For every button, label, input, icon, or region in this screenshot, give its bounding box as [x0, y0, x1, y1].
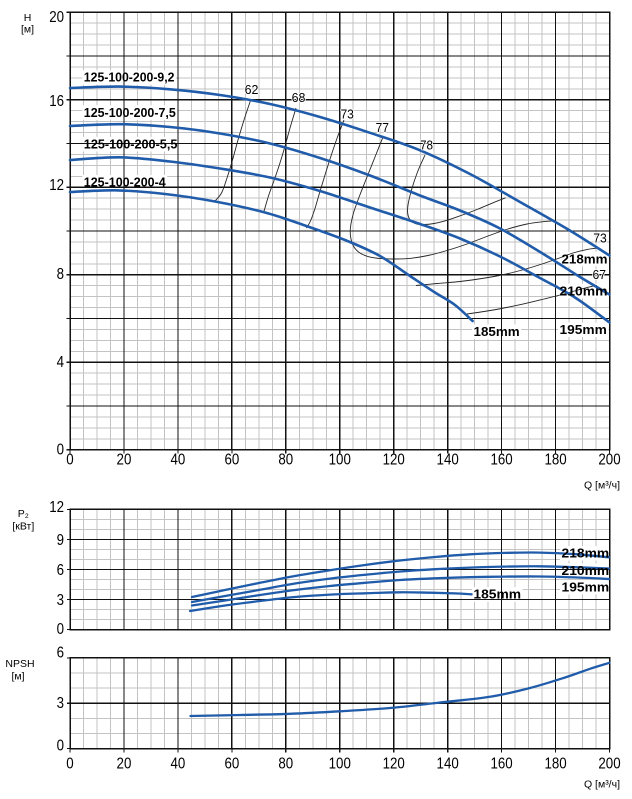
svg-text:125-100-200-7,5: 125-100-200-7,5 — [84, 105, 176, 120]
svg-text:20: 20 — [49, 9, 64, 26]
svg-text:180: 180 — [544, 756, 566, 773]
svg-text:180: 180 — [544, 451, 566, 468]
svg-text:200: 200 — [598, 756, 620, 773]
svg-text:200: 200 — [598, 451, 620, 468]
svg-text:210mm: 210mm — [560, 283, 608, 298]
svg-text:12: 12 — [49, 177, 64, 194]
svg-text:20: 20 — [117, 756, 132, 773]
svg-text:40: 40 — [171, 756, 186, 773]
svg-text:125-100-200-4: 125-100-200-4 — [84, 175, 167, 190]
svg-text:67: 67 — [593, 267, 607, 282]
svg-text:4: 4 — [57, 354, 64, 371]
svg-text:125-100-200-9,2: 125-100-200-9,2 — [84, 70, 175, 85]
svg-text:210mm: 210mm — [562, 563, 610, 578]
svg-text:P₂: P₂ — [18, 508, 29, 520]
svg-text:80: 80 — [278, 451, 293, 468]
svg-text:0: 0 — [66, 451, 73, 468]
svg-text:120: 120 — [383, 451, 405, 468]
svg-text:78: 78 — [420, 138, 433, 153]
svg-text:100: 100 — [329, 451, 351, 468]
svg-text:NPSH: NPSH — [5, 658, 34, 670]
svg-text:0: 0 — [57, 738, 64, 755]
svg-text:68: 68 — [292, 90, 306, 105]
svg-text:20: 20 — [117, 451, 132, 468]
svg-text:[кВт]: [кВт] — [12, 521, 34, 533]
svg-text:140: 140 — [437, 451, 459, 468]
svg-text:125-100-200-5,5: 125-100-200-5,5 — [84, 136, 178, 151]
svg-text:62: 62 — [245, 82, 259, 97]
svg-text:77: 77 — [376, 120, 389, 135]
svg-text:0: 0 — [57, 442, 64, 459]
svg-text:185mm: 185mm — [474, 324, 520, 339]
svg-text:73: 73 — [593, 230, 607, 245]
svg-text:0: 0 — [57, 621, 64, 638]
svg-text:[м]: [м] — [11, 671, 24, 683]
svg-text:3: 3 — [57, 592, 64, 609]
svg-text:16: 16 — [49, 93, 64, 110]
svg-text:160: 160 — [491, 756, 513, 773]
svg-text:H: H — [24, 12, 32, 24]
svg-text:218mm: 218mm — [562, 546, 610, 561]
svg-text:6: 6 — [57, 562, 64, 579]
svg-text:6: 6 — [57, 645, 64, 662]
svg-text:60: 60 — [224, 451, 239, 468]
svg-text:218mm: 218mm — [562, 251, 608, 266]
svg-text:160: 160 — [491, 451, 513, 468]
svg-text:185mm: 185mm — [473, 587, 521, 602]
svg-text:Q [м³/ч]: Q [м³/ч] — [584, 779, 620, 791]
svg-text:3: 3 — [57, 695, 64, 712]
svg-text:80: 80 — [278, 756, 293, 773]
svg-text:9: 9 — [57, 532, 64, 549]
svg-text:120: 120 — [383, 756, 405, 773]
svg-text:[м]: [м] — [21, 24, 34, 36]
svg-text:0: 0 — [66, 756, 73, 773]
svg-text:60: 60 — [224, 756, 239, 773]
svg-text:100: 100 — [329, 756, 351, 773]
svg-text:73: 73 — [340, 107, 354, 122]
svg-text:8: 8 — [57, 266, 64, 283]
svg-text:12: 12 — [49, 499, 64, 516]
svg-text:40: 40 — [171, 451, 186, 468]
svg-text:Q [м³/ч]: Q [м³/ч] — [584, 480, 620, 492]
svg-text:195mm: 195mm — [560, 322, 607, 337]
svg-text:195mm: 195mm — [562, 579, 610, 594]
svg-text:140: 140 — [437, 756, 459, 773]
